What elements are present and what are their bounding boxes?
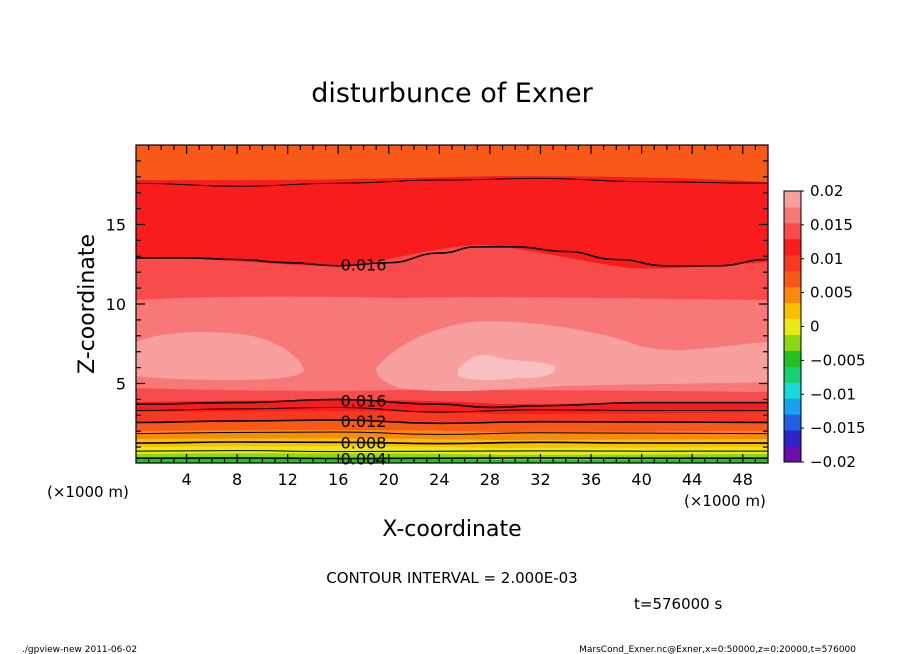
colorbar-swatch bbox=[784, 206, 801, 224]
colorbar-labels: 0.02 0.015 0.01 0.005 0 −0.005 −0.01 −0.015 −0.0… bbox=[801, 182, 866, 471]
x-tick-label: 16 bbox=[328, 470, 348, 489]
x-tick-label: 32 bbox=[530, 470, 550, 489]
y-axis: 5 10 15 bbox=[106, 160, 768, 448]
colorbar-swatch bbox=[784, 414, 801, 431]
colorbar-label: 0 bbox=[810, 318, 820, 336]
colorbar-label: 0.01 bbox=[810, 250, 843, 268]
colorbar-swatch bbox=[784, 382, 801, 399]
colorbar-swatch bbox=[784, 430, 801, 447]
contour-fill bbox=[136, 145, 768, 463]
contour-label: 0.016 bbox=[341, 255, 387, 274]
x-tick-label: 20 bbox=[379, 470, 399, 489]
colorbar-label: −0.005 bbox=[810, 351, 866, 369]
colorbar-label: 0.005 bbox=[810, 284, 853, 302]
colorbar-label: 0.02 bbox=[810, 182, 843, 200]
y-tick-label: 15 bbox=[106, 216, 126, 235]
colorbar-swatch bbox=[784, 270, 801, 288]
colorbar-swatch bbox=[784, 286, 801, 304]
colorbar-swatch bbox=[784, 334, 801, 351]
x-tick-label: 24 bbox=[429, 470, 449, 489]
x-tick-label: 28 bbox=[480, 470, 500, 489]
contour-label: 0.012 bbox=[341, 412, 387, 431]
blob-core bbox=[458, 354, 556, 380]
contour-line bbox=[136, 419, 768, 425]
time-text: t=576000 s bbox=[634, 595, 722, 613]
contour-line bbox=[136, 398, 768, 409]
x-unit-label-right: (×1000 m) bbox=[684, 492, 766, 510]
x-tick-label: 12 bbox=[278, 470, 298, 489]
x-tick-label: 44 bbox=[682, 470, 702, 489]
colorbar-swatch bbox=[784, 446, 801, 463]
x-tick-label: 36 bbox=[581, 470, 601, 489]
blob-left bbox=[136, 332, 304, 380]
colorbar-swatch bbox=[784, 254, 801, 272]
footer-left: ./gpview-new 2011-06-02 bbox=[22, 645, 137, 654]
x-tick-label: 40 bbox=[631, 470, 651, 489]
colorbar-swatch bbox=[784, 238, 801, 256]
colorbar-label: −0.015 bbox=[810, 419, 866, 437]
band-top-red bbox=[136, 176, 768, 269]
colorbar-label: 0.015 bbox=[810, 216, 853, 234]
contour-line bbox=[136, 441, 768, 445]
y-axis-label: Z-coordinate bbox=[75, 234, 100, 374]
colorbar-label: −0.01 bbox=[810, 385, 856, 403]
contour-label: 0.008 bbox=[341, 434, 387, 453]
y-tick-label: 5 bbox=[116, 375, 126, 394]
colorbar bbox=[783, 190, 802, 463]
band-top-orange bbox=[136, 145, 768, 182]
contour-line bbox=[136, 177, 768, 187]
x-tick-label: 48 bbox=[733, 470, 753, 489]
x-axis-label: X-coordinate bbox=[382, 517, 521, 542]
colorbar-swatch bbox=[784, 398, 801, 415]
colorbar-swatch bbox=[784, 222, 801, 240]
x-tick-label: 8 bbox=[232, 470, 242, 489]
chart-title: disturbunce of Exner bbox=[311, 78, 593, 109]
colorbar-swatch bbox=[784, 318, 801, 335]
x-tick-label: 4 bbox=[181, 470, 191, 489]
colorbar-swatch bbox=[784, 366, 801, 383]
contour-interval-text: CONTOUR INTERVAL = 2.000E-03 bbox=[326, 569, 577, 587]
contour-line bbox=[136, 245, 768, 267]
footer-right: MarsCond_Exner.nc@Exner,x=0:50000,z=0:20… bbox=[579, 645, 856, 654]
x-axis: 4 8 12 16 20 24 28 32 36 40 44 48 bbox=[148, 145, 756, 489]
contour-line bbox=[136, 450, 768, 453]
colorbar-label: −0.02 bbox=[810, 453, 856, 471]
y-tick-label: 10 bbox=[106, 295, 126, 314]
x-unit-label-left: (×1000 m) bbox=[47, 483, 129, 501]
contour-label: 0.016 bbox=[341, 392, 387, 411]
colorbar-swatch bbox=[784, 191, 801, 208]
contour-line bbox=[136, 431, 768, 435]
colorbar-swatch bbox=[784, 302, 801, 320]
colorbar-swatch bbox=[784, 350, 801, 367]
contour-line bbox=[136, 406, 768, 413]
